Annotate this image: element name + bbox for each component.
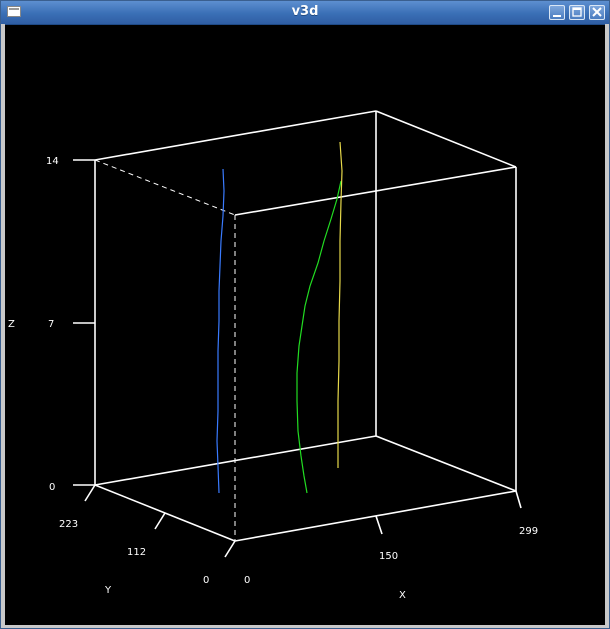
y-tick-label-223: 223 (59, 519, 78, 530)
close-icon (592, 7, 602, 17)
x-axis-label: X (399, 590, 406, 601)
window-icon[interactable] (7, 6, 21, 17)
x-tick-299 (515, 490, 522, 509)
box-edge-dashed (94, 159, 236, 216)
window-border-right[interactable] (605, 24, 609, 628)
z-tick-label-14: 14 (46, 156, 59, 167)
yellow-trace (337, 141, 343, 468)
y-tick-0 (224, 540, 236, 558)
z-tick-label-0: 0 (49, 482, 55, 493)
x-tick-label-150: 150 (379, 551, 398, 562)
minimize-icon (553, 15, 561, 17)
box-edge (94, 110, 377, 161)
window-border-left[interactable] (1, 24, 5, 628)
window-title: v3d (291, 4, 319, 19)
window-border-bottom[interactable] (1, 625, 609, 628)
minimize-button[interactable] (549, 5, 565, 20)
x-axis-line (234, 490, 517, 542)
x-tick-150 (375, 515, 383, 535)
y-tick-112 (154, 512, 166, 530)
maximize-button[interactable] (569, 5, 585, 20)
x-tick-label-0: 0 (244, 575, 250, 586)
title-bar[interactable]: v3d (1, 1, 609, 25)
3d-axes-view[interactable]: 14 7 0 Z 223 112 0 Y 0 150 299 X (5, 25, 605, 625)
blue-trace (216, 168, 225, 494)
y-axis-label: Y (104, 585, 112, 596)
plot-canvas[interactable]: 14 7 0 Z 223 112 0 Y 0 150 299 X (5, 25, 605, 625)
y-tick-label-0: 0 (203, 575, 209, 586)
z-axis-label: Z (8, 319, 15, 330)
box-edge (234, 166, 517, 216)
tick-marks (73, 159, 522, 558)
y-tick-223 (84, 484, 96, 502)
maximize-icon (572, 7, 582, 17)
y-tick-label-112: 112 (127, 547, 146, 558)
green-trace (296, 180, 342, 494)
close-button[interactable] (589, 5, 605, 20)
z-tick-label-7: 7 (48, 319, 54, 330)
box-edge (375, 435, 517, 492)
hidden-edges (94, 159, 236, 541)
x-tick-label-299: 299 (519, 526, 538, 537)
box-edge (375, 110, 517, 168)
bounding-box (94, 110, 517, 542)
